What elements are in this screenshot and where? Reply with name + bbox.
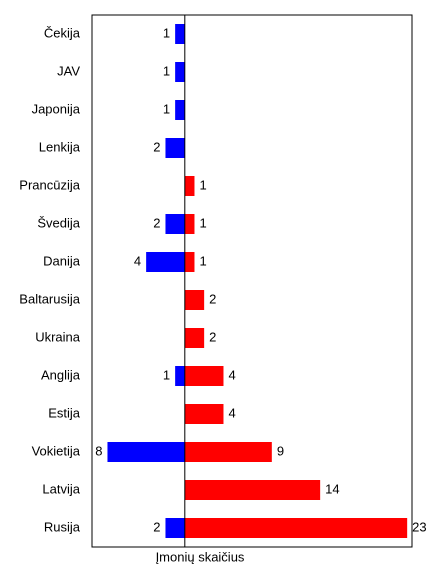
value-label: 2 [209,329,216,344]
bar [184,366,224,386]
bar [165,518,185,538]
y-tick-label: Danija [43,253,81,268]
y-tick-label: Japonija [32,101,81,116]
value-label: 1 [163,63,170,78]
y-tick-label: Anglija [41,367,81,382]
value-label: 4 [228,405,235,420]
plot-frame [91,14,413,548]
value-label: 1 [163,367,170,382]
bar [184,328,205,348]
value-label: 2 [153,139,160,154]
bar [184,518,408,538]
x-axis-label: Įmonių skaičius [156,549,245,564]
value-label: 4 [134,253,141,268]
y-tick-label: Prancūzija [19,177,80,192]
bar [184,176,195,196]
value-label: 8 [95,443,102,458]
value-label: 1 [199,215,206,230]
bar [175,100,185,120]
bar [175,366,185,386]
value-label: 9 [277,443,284,458]
value-label: 4 [228,367,235,382]
bar [107,442,185,462]
bar [165,214,185,234]
y-tick-label: Švedija [37,215,80,230]
bar [184,214,195,234]
bar [184,290,205,310]
y-tick-label: Ukraina [35,329,81,344]
y-tick-label: JAV [57,63,80,78]
y-tick-label: Lenkija [39,139,81,154]
value-label: 1 [163,25,170,40]
bar [146,252,185,272]
bar [184,442,272,462]
value-label: 1 [199,177,206,192]
value-label: 1 [163,101,170,116]
value-label: 2 [153,519,160,534]
value-label: 2 [153,215,160,230]
y-tick-label: Vokietija [32,443,81,458]
y-tick-label: Čekija [44,25,81,40]
value-label: 1 [199,253,206,268]
value-label: 23 [412,519,426,534]
bar [165,138,185,158]
y-tick-label: Latvija [42,481,80,496]
bar [184,480,321,500]
value-label: 2 [209,291,216,306]
bar [175,24,185,44]
y-tick-label: Estija [48,405,81,420]
value-label: 14 [325,481,339,496]
bar [184,252,195,272]
y-tick-label: Baltarusija [19,291,80,306]
y-tick-label: Rusija [44,519,81,534]
bar [175,62,185,82]
bar [184,404,224,424]
